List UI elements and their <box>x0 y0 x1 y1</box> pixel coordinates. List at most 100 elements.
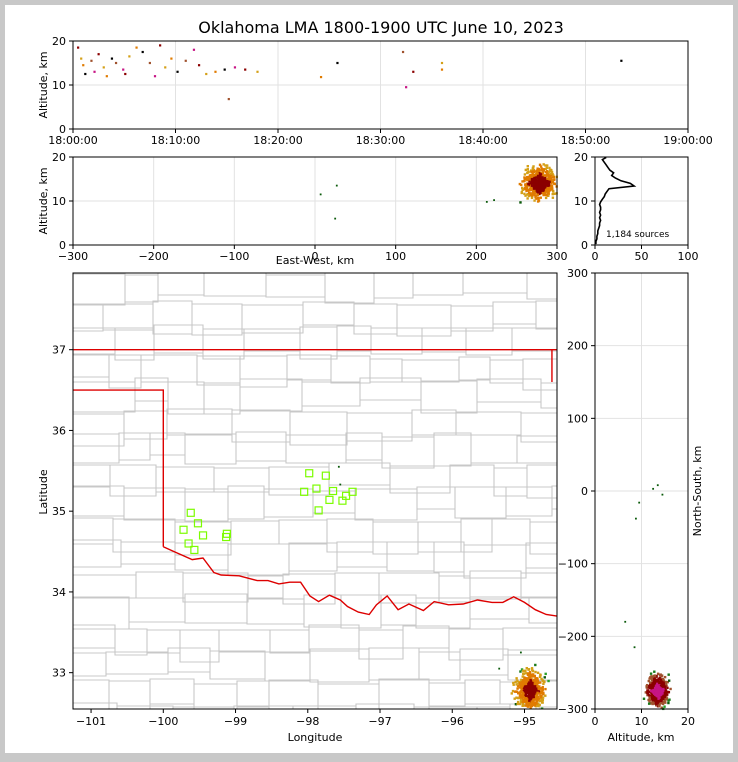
ew-altitude-ylabel: Altitude, km <box>37 167 50 234</box>
county-boundaries <box>73 273 557 709</box>
map-source <box>520 668 524 671</box>
ns-source <box>657 693 661 696</box>
map-source <box>513 697 516 700</box>
x-tick-label: 50 <box>635 250 649 263</box>
ew-source <box>526 187 529 190</box>
ew-source <box>537 189 540 192</box>
ew-source <box>526 171 530 174</box>
ew-source <box>538 179 542 182</box>
lma-station-marker <box>314 506 323 515</box>
ns-source <box>654 693 657 697</box>
ns-source <box>646 692 650 695</box>
ns-source <box>658 677 661 680</box>
map-source <box>522 681 525 684</box>
ns-source <box>652 693 656 697</box>
ns-source <box>663 699 666 702</box>
map-source <box>519 690 522 694</box>
ew-source <box>334 217 337 220</box>
ns-source <box>648 686 651 690</box>
map-source <box>511 689 515 693</box>
x-tick-label: 0 <box>592 715 599 728</box>
ew-source <box>542 163 545 166</box>
ew-source <box>523 177 527 181</box>
map-source <box>539 695 543 699</box>
y-tick-label: −300 <box>558 703 588 716</box>
map-source <box>337 465 340 468</box>
ns-source <box>646 690 650 693</box>
x-tick-label: −96 <box>441 715 464 728</box>
ew-source <box>540 181 543 184</box>
time-height-source <box>256 70 259 73</box>
ew-source <box>485 200 488 203</box>
ns-source <box>656 701 659 704</box>
y-tick-label: 33 <box>52 667 66 680</box>
map-source <box>538 703 541 707</box>
map-source <box>516 700 520 704</box>
ew-source <box>531 179 534 182</box>
x-tick-label: −101 <box>76 715 106 728</box>
ew-source <box>550 170 554 174</box>
map-source <box>498 667 501 670</box>
lma-station-marker <box>305 469 314 478</box>
ew-source <box>534 191 537 195</box>
map-source <box>538 697 541 701</box>
y-tick-label: 10 <box>574 195 588 208</box>
time-height-source <box>90 59 93 62</box>
map-source <box>530 695 534 698</box>
time-height-ylabel: Altitude, km <box>37 51 50 118</box>
ew-source <box>521 180 524 183</box>
time-height-source <box>128 55 131 58</box>
plan-map-xlabel: Longitude <box>288 731 343 744</box>
county-lines <box>73 273 557 709</box>
ew-source <box>547 175 550 179</box>
ew-source <box>541 171 545 174</box>
plan-map-panel: −101 −100 −99 −98 −97 −96 −95 33 34 35 36 37 Longit… <box>37 272 558 744</box>
ns-source <box>652 684 655 687</box>
ns-source <box>665 698 668 701</box>
altitude-ns-xlabel: Altitude, km <box>607 731 674 744</box>
ew-source <box>553 192 556 196</box>
ns-source <box>656 686 660 690</box>
map-source <box>535 697 538 700</box>
ew-source <box>539 173 543 176</box>
ew-source <box>544 189 548 192</box>
ns-source <box>652 487 655 490</box>
ns-source <box>651 692 655 695</box>
map-source <box>542 680 546 684</box>
ew-source <box>542 179 546 183</box>
map-source <box>525 702 528 706</box>
map-source <box>537 687 540 690</box>
map-source <box>525 697 528 701</box>
ns-source <box>667 679 671 682</box>
ew-source <box>550 176 553 180</box>
x-tick-label: 100 <box>385 250 406 263</box>
ew-source <box>519 183 523 187</box>
x-tick-label: −100 <box>148 715 178 728</box>
x-tick-label: 18:00:00 <box>48 134 97 147</box>
lma-station-marker <box>321 471 330 480</box>
ew-source <box>532 165 535 168</box>
ns-source <box>658 696 661 699</box>
ew-source <box>524 194 527 197</box>
ns-source <box>656 695 660 699</box>
ew-source <box>523 192 526 196</box>
map-source <box>529 706 532 709</box>
ew-source <box>532 187 536 190</box>
ns-source <box>655 674 658 678</box>
ns-source <box>662 678 665 682</box>
ew-source <box>544 164 547 167</box>
ew-source <box>543 192 547 195</box>
x-tick-label: 18:50:00 <box>561 134 610 147</box>
ns-source <box>661 693 665 697</box>
ns-source <box>649 672 653 675</box>
ew-source <box>546 177 549 180</box>
ns-source <box>649 702 653 705</box>
ew-source <box>541 176 544 179</box>
ew-source <box>546 185 549 189</box>
ew-source <box>541 187 544 191</box>
ew-source <box>546 184 549 187</box>
ns-source <box>638 501 641 504</box>
ns-source <box>658 686 661 689</box>
x-tick-label: 100 <box>678 250 699 263</box>
